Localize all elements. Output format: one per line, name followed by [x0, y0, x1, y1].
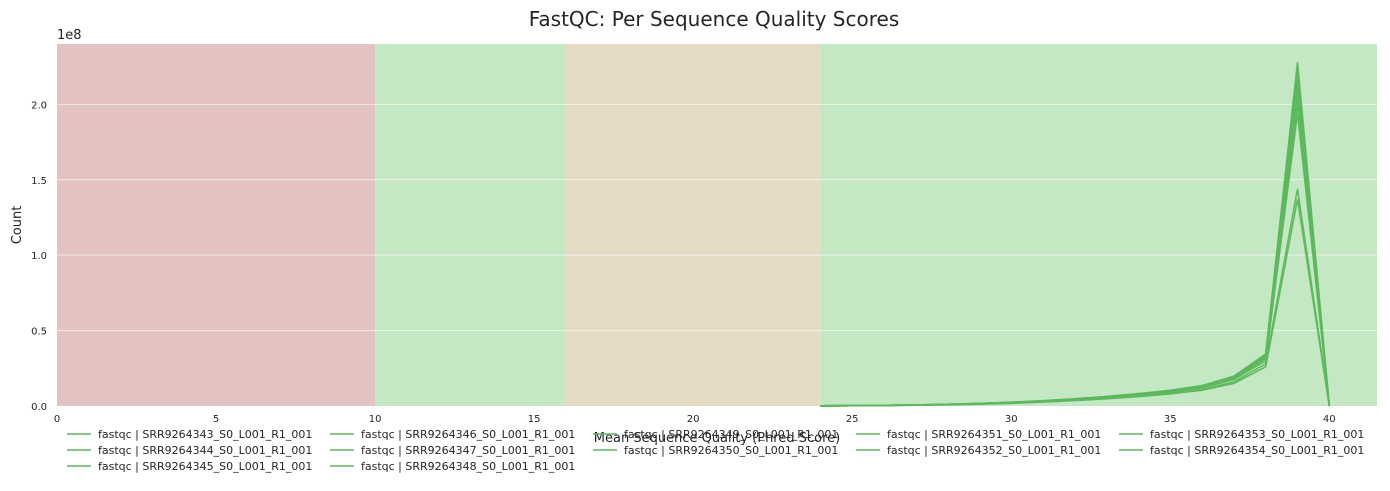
legend: fastqc | SRR9264343_S0_L001_R1_001fastqc… [67, 428, 1364, 473]
x-axis-ticks: 0 5 10 15 20 25 30 35 40 [54, 414, 1336, 425]
grid-lines [57, 103, 1377, 332]
y-tick-label-2: 1.0 [31, 251, 47, 262]
y-tick-label-1: 0.5 [31, 327, 47, 338]
legend-label: fastqc | SRR9264352_S0_L001_R1_001 [887, 444, 1101, 457]
x-tick-label-7: 35 [1164, 414, 1177, 425]
x-tick-label-5: 25 [846, 414, 859, 425]
y-axis-ticks: 0.0 0.5 1.0 1.5 2.0 [31, 100, 47, 413]
y-axis-offset-label: 1e8 [57, 28, 82, 43]
legend-item-2: fastqc | SRR9264344_S0_L001_R1_001 [67, 444, 312, 457]
y-tick-label-3: 1.5 [31, 176, 47, 187]
x-tick-label-8: 40 [1323, 414, 1336, 425]
band-warn-2 [565, 44, 821, 406]
legend-item-9: fastqc | SRR9264351_S0_L001_R1_001 [856, 428, 1101, 441]
chart-title: FastQC: Per Sequence Quality Scores [529, 7, 900, 31]
legend-label: fastqc | SRR9264345_S0_L001_R1_001 [98, 460, 312, 473]
quality-bands [57, 44, 1377, 406]
legend-label: fastqc | SRR9264343_S0_L001_R1_001 [98, 428, 312, 441]
legend-label: fastqc | SRR9264350_S0_L001_R1_001 [624, 444, 838, 457]
x-axis-label: Mean Sequence Quality (Phred Score) [594, 431, 840, 446]
legend-item-10: fastqc | SRR9264352_S0_L001_R1_001 [856, 444, 1101, 457]
legend-label: fastqc | SRR9264344_S0_L001_R1_001 [98, 444, 312, 457]
legend-label: fastqc | SRR9264354_S0_L001_R1_001 [1150, 444, 1364, 457]
legend-item-5: fastqc | SRR9264347_S0_L001_R1_001 [330, 444, 575, 457]
x-tick-label-2: 10 [369, 414, 382, 425]
legend-label: fastqc | SRR9264347_S0_L001_R1_001 [361, 444, 575, 457]
x-tick-label-4: 20 [687, 414, 700, 425]
legend-item-6: fastqc | SRR9264348_S0_L001_R1_001 [330, 460, 575, 473]
band-fail-0 [57, 44, 376, 406]
legend-item-7: fastqc | SRR9264349_S0_L001_R1_001 [593, 428, 838, 441]
x-tick-label-1: 5 [213, 414, 219, 425]
legend-label: fastqc | SRR9264349_S0_L001_R1_001 [624, 428, 838, 441]
y-tick-label-0: 0.0 [31, 402, 47, 413]
x-tick-label-0: 0 [54, 414, 60, 425]
x-tick-label-3: 15 [528, 414, 541, 425]
legend-item-12: fastqc | SRR9264354_S0_L001_R1_001 [1119, 444, 1364, 457]
legend-item-11: fastqc | SRR9264353_S0_L001_R1_001 [1119, 428, 1364, 441]
legend-item-1: fastqc | SRR9264343_S0_L001_R1_001 [67, 428, 312, 441]
legend-label: fastqc | SRR9264353_S0_L001_R1_001 [1150, 428, 1364, 441]
series-line-12 [820, 81, 1331, 407]
y-tick-label-4: 2.0 [31, 100, 47, 111]
legend-item-8: fastqc | SRR9264350_S0_L001_R1_001 [593, 444, 838, 457]
band-pass-1 [375, 44, 566, 406]
legend-label: fastqc | SRR9264351_S0_L001_R1_001 [887, 428, 1101, 441]
legend-item-4: fastqc | SRR9264346_S0_L001_R1_001 [330, 428, 575, 441]
legend-label: fastqc | SRR9264346_S0_L001_R1_001 [361, 428, 575, 441]
x-tick-label-6: 30 [1005, 414, 1018, 425]
series-lines [820, 62, 1331, 407]
legend-label: fastqc | SRR9264348_S0_L001_R1_001 [361, 460, 575, 473]
y-axis-label: Count [10, 206, 25, 245]
legend-item-3: fastqc | SRR9264345_S0_L001_R1_001 [67, 460, 312, 473]
